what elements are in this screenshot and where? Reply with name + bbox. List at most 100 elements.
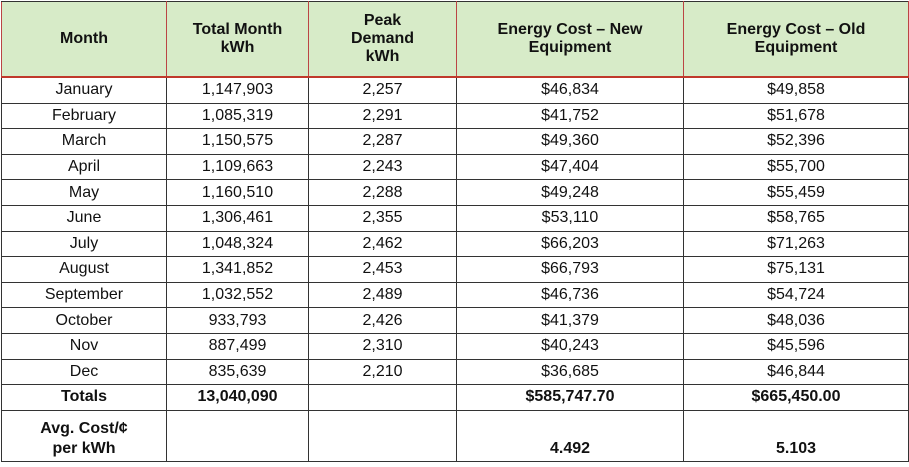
table-cell: 1,160,510 xyxy=(166,179,309,206)
table-cell: $55,459 xyxy=(683,179,909,206)
table-cell: 2,453 xyxy=(308,256,457,283)
table-cell: $665,450.00 xyxy=(683,384,909,411)
table-cell: $51,678 xyxy=(683,102,909,130)
table-cell: August xyxy=(1,256,167,283)
cell-line: Equipment xyxy=(754,39,838,56)
table-cell: $41,379 xyxy=(456,307,684,334)
table-cell: $49,248 xyxy=(456,179,684,206)
table-row: May 1,160,510 2,288 $49,248 $55,459 xyxy=(1,179,909,206)
table-row: Totals 13,040,090 $585,747.70 $665,450.00 xyxy=(1,384,909,411)
empty-cell xyxy=(308,409,457,462)
table-cell: April xyxy=(1,153,167,181)
table-cell: 1,306,461 xyxy=(166,204,309,232)
table-cell: January xyxy=(1,76,167,104)
cell-line: Peak xyxy=(363,12,402,29)
table-cell: June xyxy=(1,204,167,232)
table-cell: $46,834 xyxy=(456,76,684,104)
table-cell: March xyxy=(1,128,167,155)
table-cell: May xyxy=(1,179,167,206)
table-cell: Totals xyxy=(1,384,167,411)
table-cell: $55,700 xyxy=(683,153,909,181)
header-cell: Month xyxy=(1,1,167,78)
header-cell: Peak Demand kWh xyxy=(308,1,457,78)
table-cell: $66,793 xyxy=(456,256,684,283)
cell-line: Demand xyxy=(350,30,415,47)
table-cell: $48,036 xyxy=(683,307,909,334)
table-cell: $75,131 xyxy=(683,256,909,283)
table-cell: $54,724 xyxy=(683,281,909,309)
table-cell: 2,426 xyxy=(308,307,457,334)
table-cell: 5.103 xyxy=(683,409,909,462)
table-cell: 1,150,575 xyxy=(166,128,309,155)
table-row: August 1,341,852 2,453 $66,793 $75,131 xyxy=(1,256,909,283)
table-cell: $47,404 xyxy=(456,153,684,181)
table-cell: 2,489 xyxy=(308,281,457,309)
header-cell: Total Month kWh xyxy=(166,1,309,78)
table-cell: September xyxy=(1,281,167,309)
empty-cell xyxy=(166,409,309,462)
table-cell: $40,243 xyxy=(456,332,684,360)
table-cell: 2,291 xyxy=(308,102,457,130)
table-cell: 1,085,319 xyxy=(166,102,309,130)
table-cell: July xyxy=(1,230,167,258)
table-row: October 933,793 2,426 $41,379 $48,036 xyxy=(1,307,909,334)
cell-line: Total Month xyxy=(192,21,283,38)
table-cell: 887,499 xyxy=(166,332,309,360)
table-cell: 2,210 xyxy=(308,358,457,386)
table-cell: $49,360 xyxy=(456,128,684,155)
table-cell: October xyxy=(1,307,167,334)
header-row: Month Total Month kWh Peak Demand kWh Energy C… xyxy=(1,1,909,78)
cell-line: Energy Cost – Old xyxy=(726,21,866,38)
table-row: September 1,032,552 2,489 $46,736 $54,724 xyxy=(1,281,909,309)
table-cell: 2,462 xyxy=(308,230,457,258)
table-cell: $41,752 xyxy=(456,102,684,130)
table-cell: Avg. Cost/¢ per kWh xyxy=(1,409,167,462)
table-row: Nov 887,499 2,310 $40,243 $45,596 xyxy=(1,332,909,360)
cell-line: Equipment xyxy=(528,39,612,56)
table-row: Dec 835,639 2,210 $36,685 $46,844 xyxy=(1,358,909,386)
cell-line: Energy Cost – New xyxy=(497,21,643,38)
table-cell: $585,747.70 xyxy=(456,384,684,411)
table-cell: 1,048,324 xyxy=(166,230,309,258)
table-cell: February xyxy=(1,102,167,130)
table-cell: 2,287 xyxy=(308,128,457,155)
table-cell: 2,243 xyxy=(308,153,457,181)
cell-line: kWh xyxy=(365,48,400,65)
header-cell: Energy Cost – New Equipment xyxy=(456,1,684,78)
table-cell: $36,685 xyxy=(456,358,684,386)
table-row: February 1,085,319 2,291 $41,752 $51,678 xyxy=(1,102,909,130)
table-cell: $46,736 xyxy=(456,281,684,309)
table-cell: 2,257 xyxy=(308,76,457,104)
table-cell: 4.492 xyxy=(456,409,684,462)
table-cell: 1,032,552 xyxy=(166,281,309,309)
header-cell: Energy Cost – Old Equipment xyxy=(683,1,909,78)
empty-cell xyxy=(308,384,457,411)
cell-line: per kWh xyxy=(52,439,116,457)
table-row: Avg. Cost/¢ per kWh 4.492 5.103 xyxy=(1,409,909,462)
table-cell: $49,858 xyxy=(683,76,909,104)
cell-line: kWh xyxy=(220,39,255,56)
table-cell: $66,203 xyxy=(456,230,684,258)
table-cell: 1,109,663 xyxy=(166,153,309,181)
table-cell: $53,110 xyxy=(456,204,684,232)
table-cell: 933,793 xyxy=(166,307,309,334)
table-row: April 1,109,663 2,243 $47,404 $55,700 xyxy=(1,153,909,181)
table-row: January 1,147,903 2,257 $46,834 $49,858 xyxy=(1,76,909,104)
table-cell: 835,639 xyxy=(166,358,309,386)
table-cell: 2,355 xyxy=(308,204,457,232)
table-row: July 1,048,324 2,462 $66,203 $71,263 xyxy=(1,230,909,258)
table-cell: 2,288 xyxy=(308,179,457,206)
table-cell: Dec xyxy=(1,358,167,386)
table-row: June 1,306,461 2,355 $53,110 $58,765 xyxy=(1,204,909,232)
table-cell: 13,040,090 xyxy=(166,384,309,411)
table-cell: $45,596 xyxy=(683,332,909,360)
table-cell: $52,396 xyxy=(683,128,909,155)
table-row: March 1,150,575 2,287 $49,360 $52,396 xyxy=(1,128,909,155)
table-cell: $46,844 xyxy=(683,358,909,386)
table-body: January 1,147,903 2,257 $46,834 $49,858 Febru… xyxy=(1,76,909,462)
table-cell: $58,765 xyxy=(683,204,909,232)
cell-line: Avg. Cost/¢ xyxy=(40,419,128,437)
cell-line: Month xyxy=(60,30,108,47)
table-cell: 1,341,852 xyxy=(166,256,309,283)
